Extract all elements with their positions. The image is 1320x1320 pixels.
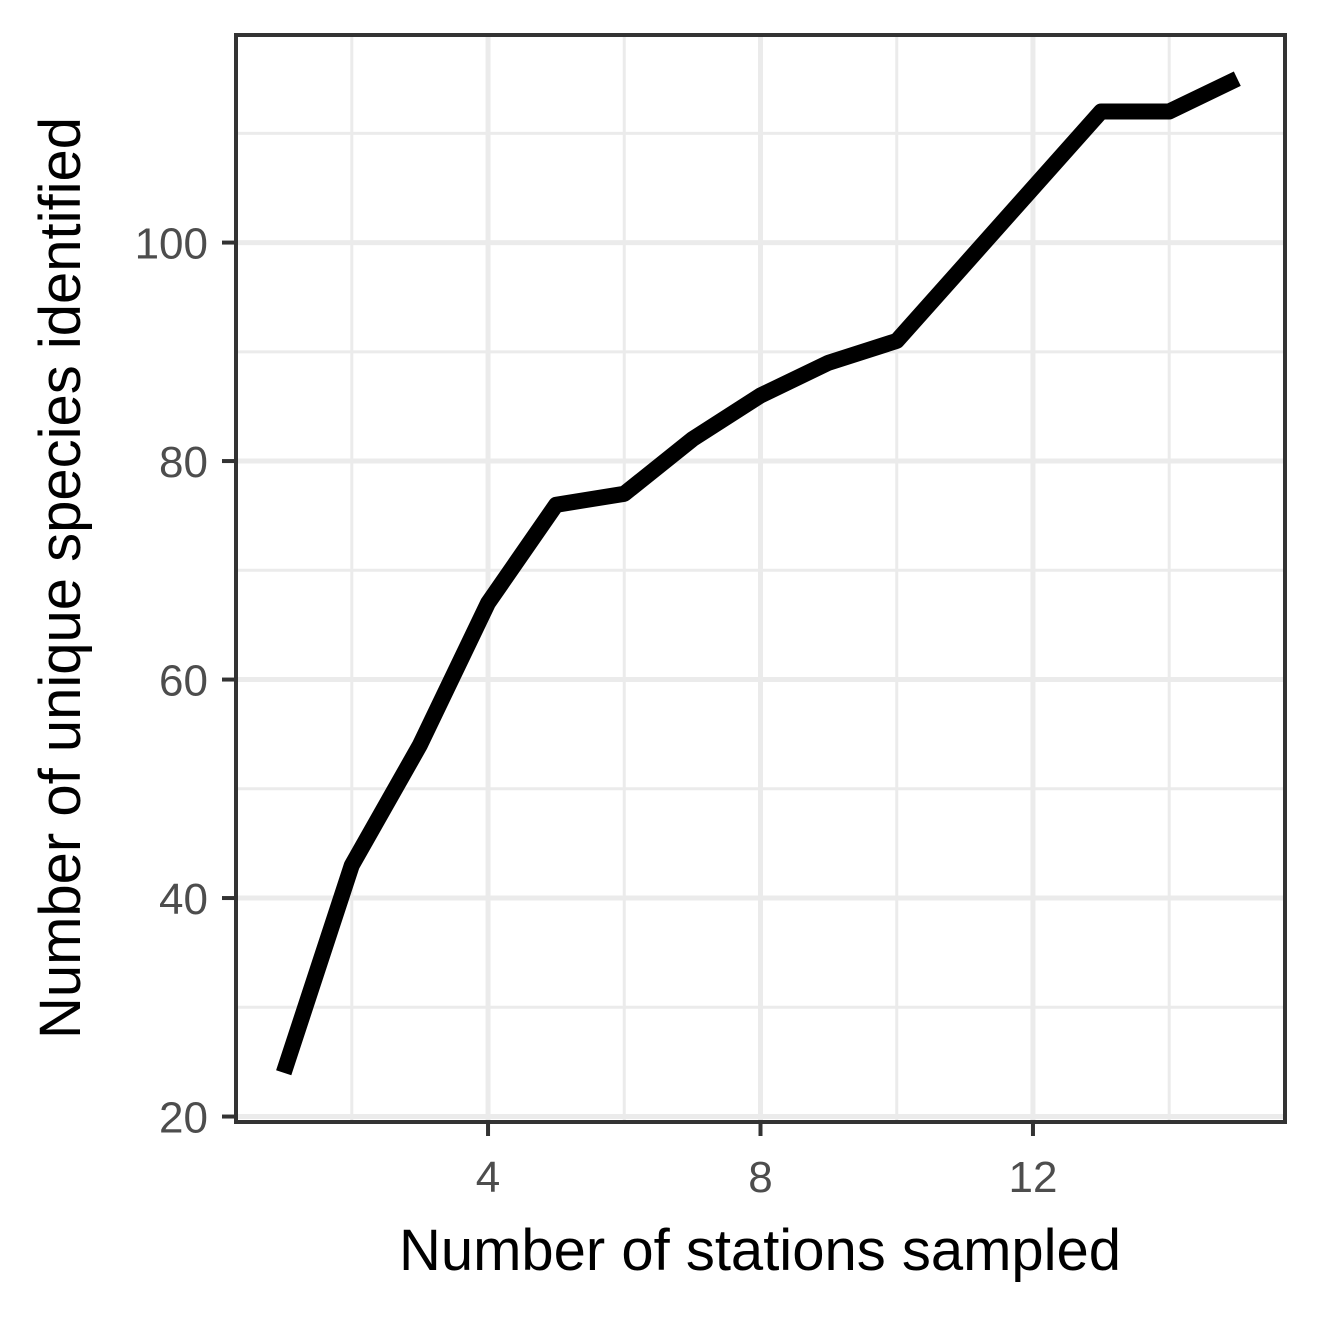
y-tick-label: 60 bbox=[159, 657, 208, 706]
x-tick-label: 12 bbox=[1008, 1153, 1057, 1202]
x-axis-ticks: 4 8 12 bbox=[476, 1122, 1057, 1202]
x-tick-label: 8 bbox=[748, 1153, 772, 1202]
series-line bbox=[276, 71, 1241, 1076]
y-tick-label: 100 bbox=[135, 220, 208, 269]
x-axis-title: Number of stations sampled bbox=[399, 1218, 1121, 1283]
y-tick-label: 40 bbox=[159, 875, 208, 924]
major-gridlines bbox=[236, 35, 1285, 1122]
y-tick-label: 80 bbox=[159, 438, 208, 487]
y-axis-ticks: 20 40 60 80 100 bbox=[135, 220, 236, 1143]
x-tick-label: 4 bbox=[476, 1153, 500, 1202]
y-tick-label: 20 bbox=[159, 1094, 208, 1143]
y-axis-title: Number of unique species identified bbox=[28, 117, 93, 1039]
